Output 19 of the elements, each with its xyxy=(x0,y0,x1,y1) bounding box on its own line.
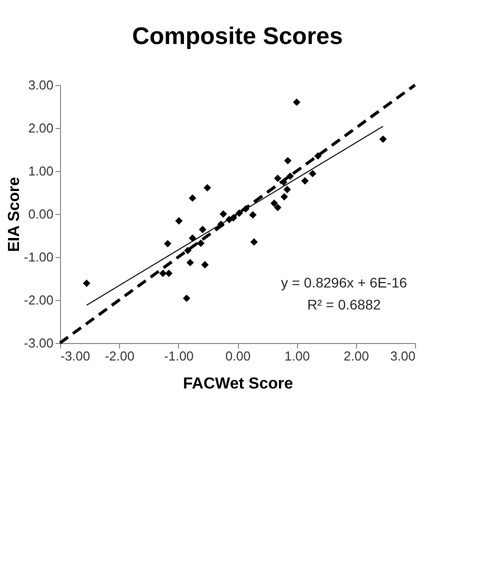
annotation: R² = 0.6882 xyxy=(307,296,381,313)
x-tick-label: -3.00 xyxy=(60,348,90,364)
annotation: y = 0.8296x + 6E-16 xyxy=(280,274,408,291)
x-tick-label: 1.00 xyxy=(284,348,310,364)
x-axis-title: FACWet Score xyxy=(183,376,294,392)
y-tick-label: 3.00 xyxy=(28,78,54,92)
x-tick-label: 3.00 xyxy=(390,348,416,364)
y-tick-label: 1.00 xyxy=(28,164,54,178)
x-tick-label: -1.00 xyxy=(164,348,194,364)
x-tick-label: 2.00 xyxy=(344,348,369,364)
y-tick-label: 2.00 xyxy=(28,120,54,136)
y-axis-title: EIA Score xyxy=(6,176,23,252)
x-tick-label: 0.00 xyxy=(225,348,251,364)
y-tick-label: -1.00 xyxy=(24,250,54,264)
y-tick-label: 0.00 xyxy=(28,206,54,222)
chart-title: Composite Scores xyxy=(132,23,343,50)
y-tick-label: -2.00 xyxy=(24,292,54,308)
y-tick-label: -3.00 xyxy=(24,336,54,350)
x-tick-label: -2.00 xyxy=(104,348,134,364)
